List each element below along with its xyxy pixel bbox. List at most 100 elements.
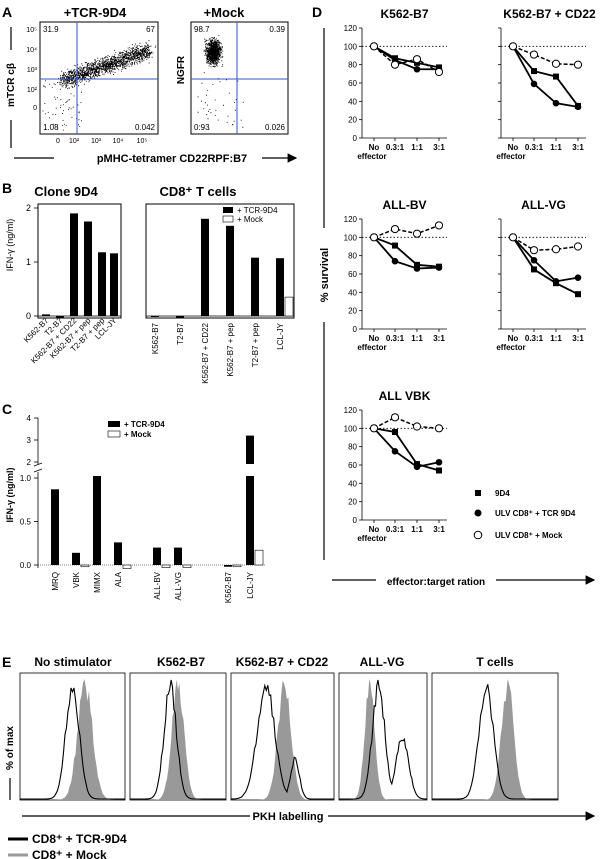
d-ytick-label: 100 (344, 42, 358, 51)
d-series-line (373, 224, 440, 239)
d-marker-open-circle (573, 60, 583, 69)
b-right-xtick-label: T2-B7 + pep (251, 322, 260, 367)
d-series-line (512, 45, 579, 107)
d-subplot-title: ALL-VG (521, 198, 566, 212)
quadrant-ur-tcr: 67 (146, 25, 155, 34)
d-xtick-label: effector (496, 343, 525, 352)
quadrant-ul-tcr: 31.9 (43, 25, 59, 34)
d-series-line (373, 236, 440, 270)
c-xtick-label: LCL-JY (246, 571, 255, 598)
e-hist-frame (338, 672, 428, 801)
d-marker-square (414, 261, 420, 268)
d-ytick-label: 120 (344, 24, 358, 33)
d-ytick-label: 120 (344, 215, 358, 224)
d-series-line (512, 236, 579, 283)
flow-xtick: 10³ (91, 138, 102, 145)
d-marker-square (392, 242, 398, 249)
chart-title-clone: Clone 9D4 (34, 184, 98, 199)
c-bar-tcr (51, 489, 59, 565)
d-series-line (373, 427, 440, 468)
c-xtick-label: ALL-VG (174, 572, 183, 600)
d-series-line (512, 45, 579, 108)
e-legend-label-tcr: CD8⁺ + TCR-9D4 (32, 832, 127, 846)
e-hist-tcr (230, 683, 334, 800)
e-xlabel: PKH labelling (253, 811, 324, 823)
d-marker-filled-circle (413, 463, 421, 471)
b-right-xtick-label: K562-B7 + CD22 (201, 322, 210, 383)
d-marker-square (392, 429, 398, 435)
e-hist-tcr (130, 679, 226, 800)
d-marker-open-circle (369, 233, 379, 242)
c-bar-tcr (224, 565, 232, 567)
c-ytick-label: 0.0 (20, 561, 32, 570)
panel-label-e: E (2, 654, 11, 670)
c-xtick-label: MRQ (51, 572, 60, 591)
flow-ytick: 10³ (27, 67, 38, 74)
quadrant-ll-tcr: 1.08 (43, 123, 59, 132)
flow-ylabel-mock: NGFR (176, 55, 187, 84)
d-marker-open-circle (369, 42, 379, 51)
d-series-line (373, 236, 440, 268)
d-marker-square (436, 467, 442, 474)
flow-ytick: 10⁵ (26, 27, 37, 34)
legend-swatch-tcr-c (108, 421, 120, 427)
c-bar-tcr (93, 476, 101, 565)
c-bar-tcr (72, 552, 80, 565)
quadrant-lr-tcr: 0.042 (135, 123, 156, 132)
panel-label-c: C (2, 401, 12, 417)
d-marker-open-circle (412, 422, 422, 431)
d-marker-square (553, 73, 559, 80)
c-bar-mock (122, 564, 132, 569)
d-marker-square (531, 68, 537, 75)
panel-a: +TCR-9D4 +Mock mTCR cβ NGFR 31.9 67 1.08… (6, 5, 298, 165)
legend-label-mock-b: + Mock (237, 215, 264, 224)
b-ylabel: IFN-γ (ng/ml) (5, 219, 15, 272)
d-ytick-label: 40 (348, 97, 357, 106)
b-right-frame (145, 203, 295, 319)
d-subplot-title: ALL VBK (379, 389, 431, 403)
d-legend-label: 9D4 (495, 489, 510, 498)
d-marker-open-circle (573, 242, 583, 251)
d-ytick-label: 80 (348, 443, 357, 452)
c-axis-break (33, 462, 43, 467)
flow-xtick: 10² (69, 138, 80, 145)
flow-ytick: 10² (27, 87, 38, 94)
b-right-xtick-label: K562-B7 (151, 322, 160, 354)
d-series-line (512, 236, 579, 295)
b-left-ytick-label: 0 (26, 311, 31, 321)
c-bar-tcr (246, 476, 254, 565)
c-bar-mock (232, 564, 242, 568)
panel-d: % survival K562-B7020406080100120Noeffec… (319, 7, 596, 588)
d-legend-marker (473, 530, 483, 540)
panel-b: Clone 9D4 CD8⁺ T cells IFN-γ (ng/ml) 0 1 2… (5, 184, 295, 384)
c-xtick-label: MIMX (93, 571, 102, 593)
d-series-line (512, 236, 579, 251)
d-ytick-label: 120 (344, 406, 358, 415)
c-bar-tcr (153, 547, 161, 565)
d-marker-open-circle (551, 245, 561, 254)
d-marker-square (575, 291, 581, 298)
b-left-bar (56, 316, 64, 318)
d-xtick-label: 3:1 (433, 334, 445, 343)
e-legend-label-mock: CD8⁺ + Mock (32, 848, 107, 859)
c-ytick-label: 3 (27, 436, 32, 445)
d-series-line (373, 45, 440, 73)
d-marker-filled-circle (574, 103, 582, 111)
d-xtick-label: 0.3:1 (386, 525, 405, 534)
flow-dot-cloud-tcr (42, 40, 157, 131)
flow-xlabel: pMHC-tetramer CD22RPF:B7 (97, 153, 247, 165)
flow-ytick: 0 (33, 105, 37, 112)
d-xtick-label: No (369, 525, 380, 534)
d-marker-open-circle (390, 413, 400, 422)
d-ytick-label: 60 (348, 270, 357, 279)
d-xtick-label: 1:1 (411, 525, 423, 534)
d-xtick-label: 1:1 (550, 143, 562, 152)
b-right-bar-tcr (176, 316, 184, 318)
d-legend: 9D4 ULV CD8⁺ + TCR 9D4 ULV CD8⁺ + Mock (473, 489, 576, 540)
d-xtick-label: 1:1 (550, 334, 562, 343)
d-marker-open-circle (434, 424, 444, 433)
panel-e: % of max No stimulator K562-B7 K562-B7 +… (5, 655, 596, 859)
d-xlabel: effector:target ration (387, 577, 485, 588)
